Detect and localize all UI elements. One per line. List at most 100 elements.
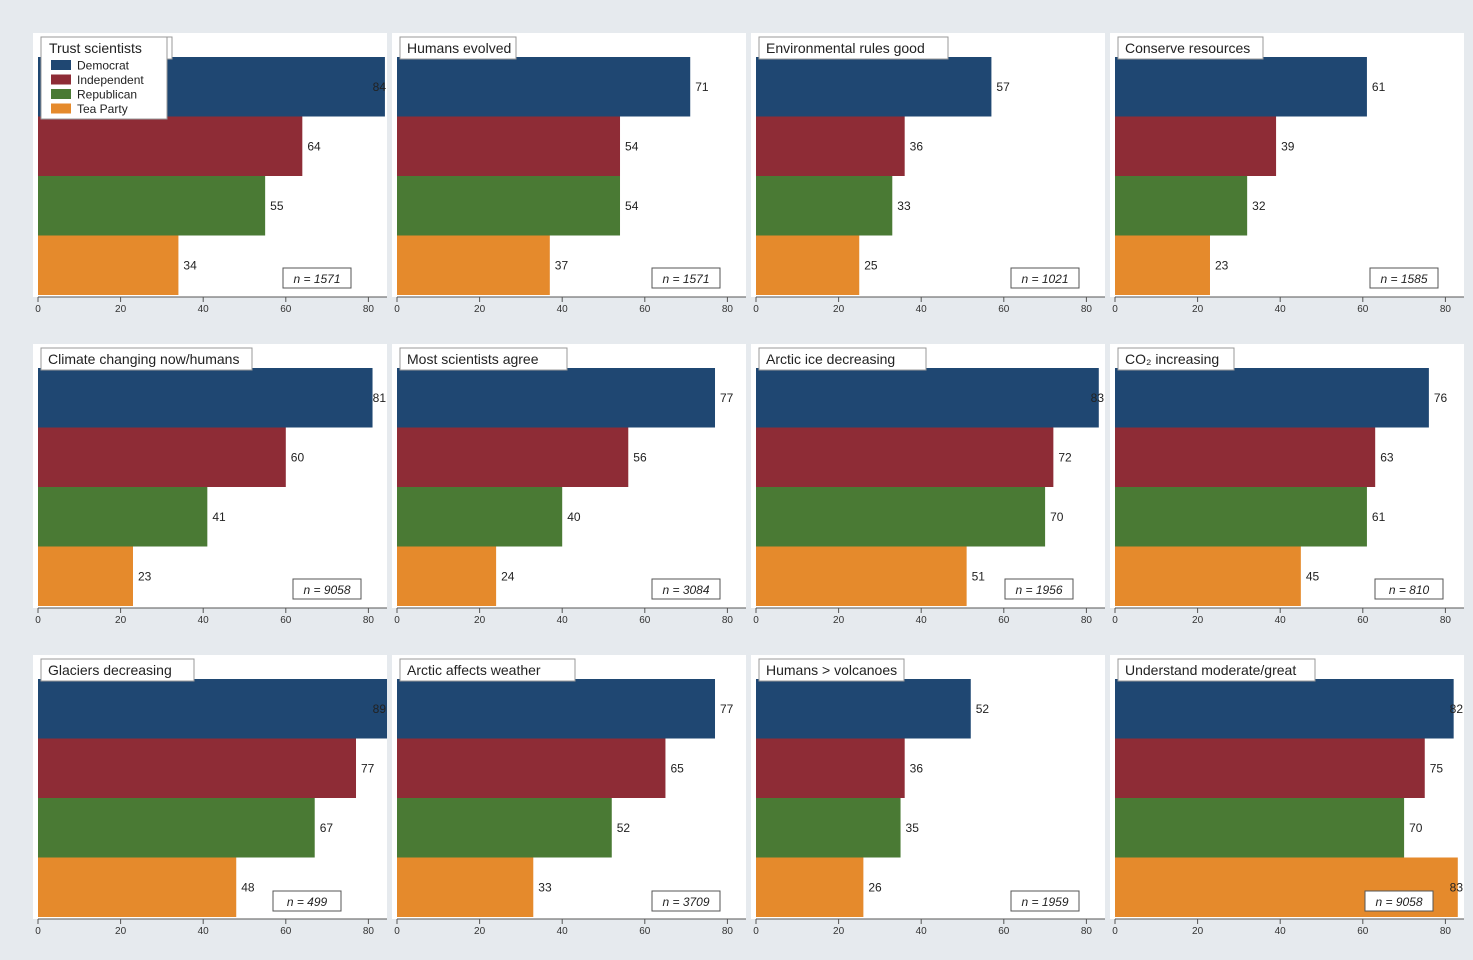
- legend-swatch: [51, 103, 71, 114]
- x-tick-label: 0: [753, 304, 759, 315]
- x-tick-label: 0: [753, 926, 759, 937]
- x-tick-label: 20: [474, 926, 486, 937]
- bar-independent: [756, 427, 1054, 487]
- data-label: 72: [1058, 450, 1072, 464]
- panel-title: Arctic ice decreasing: [766, 351, 895, 367]
- x-tick-label: 20: [833, 304, 845, 315]
- x-tick-label: 80: [722, 615, 734, 626]
- bar-tea-party: [38, 857, 237, 917]
- x-tick-label: 80: [363, 304, 375, 315]
- x-tick-label: 0: [394, 926, 400, 937]
- bar-republican: [397, 176, 621, 236]
- data-label: 41: [212, 510, 226, 524]
- x-tick-label: 20: [1192, 926, 1204, 937]
- panel-understand-moderate-great: 82 75 70 83 0 20 40 60 80 Understand moderate/gre…: [1110, 655, 1464, 937]
- n-label: n = 9058: [303, 583, 350, 597]
- n-label: n = 1571: [293, 272, 340, 286]
- x-tick-label: 60: [639, 304, 651, 315]
- n-box: [272, 890, 342, 912]
- legend-swatch: [51, 60, 71, 70]
- bar-independent: [38, 116, 303, 176]
- x-tick-label: 20: [833, 615, 845, 626]
- legend-label: Republican: [77, 88, 137, 102]
- data-label: 37: [555, 258, 569, 272]
- x-tick-label: 0: [1112, 926, 1118, 937]
- panel-title: Most scientists agree: [407, 351, 539, 367]
- n-label: n = 3084: [662, 583, 709, 597]
- x-tick-label: 40: [198, 926, 210, 937]
- n-label: n = 9058: [1375, 895, 1422, 909]
- data-label: 52: [617, 821, 631, 835]
- x-tick-label: 20: [1192, 615, 1204, 626]
- data-label: 23: [138, 569, 152, 583]
- data-label: 63: [1380, 450, 1394, 464]
- x-tick-label: 20: [115, 615, 127, 626]
- panel-title-box: [758, 36, 949, 60]
- n-box: [292, 578, 362, 600]
- bar-democrat: [756, 57, 992, 117]
- n-box: [651, 267, 721, 289]
- bar-tea-party: [756, 857, 864, 917]
- data-label: 51: [972, 569, 986, 583]
- x-tick-label: 20: [474, 615, 486, 626]
- data-label: 77: [720, 702, 734, 716]
- data-label: 25: [864, 258, 878, 272]
- panel-environmental-rules-good: 57 36 33 25 0 20 40 60 80 Environmental rules goo…: [751, 33, 1105, 315]
- x-tick-label: 20: [474, 304, 486, 315]
- x-tick-label: 80: [722, 304, 734, 315]
- bar-democrat: [1115, 679, 1454, 739]
- data-label: 83: [1091, 391, 1105, 405]
- bar-tea-party: [756, 546, 967, 606]
- data-label: 67: [320, 821, 334, 835]
- x-tick-label: 80: [1081, 926, 1093, 937]
- data-label: 81: [373, 391, 387, 405]
- data-label: 75: [1430, 761, 1444, 775]
- data-label: 54: [625, 139, 639, 153]
- x-tick-label: 0: [394, 615, 400, 626]
- x-tick-label: 0: [35, 615, 41, 626]
- bar-tea-party: [397, 857, 534, 917]
- x-tick-label: 60: [998, 304, 1010, 315]
- data-label: 64: [307, 139, 321, 153]
- panel-conserve-resources: 61 39 32 23 0 20 40 60 80 Conserve resources n = 1…: [1110, 33, 1464, 315]
- panel-humans-volcanoes: 52 36 35 26 0 20 40 60 80 Humans > volcanoes n = 1…: [751, 655, 1105, 937]
- bar-democrat: [1115, 57, 1367, 117]
- data-label: 23: [1215, 258, 1229, 272]
- data-label: 57: [996, 80, 1010, 94]
- bar-independent: [38, 738, 357, 798]
- x-tick-label: 40: [557, 926, 569, 937]
- n-label: n = 1585: [1380, 272, 1427, 286]
- bar-republican: [38, 176, 266, 236]
- data-label: 36: [910, 139, 924, 153]
- bar-independent: [397, 738, 666, 798]
- panel-title-box: [40, 658, 195, 682]
- panel-title: Humans evolved: [407, 40, 511, 56]
- x-tick-label: 60: [1357, 615, 1369, 626]
- data-label: 34: [183, 258, 197, 272]
- n-box: [1369, 267, 1439, 289]
- bar-tea-party: [397, 546, 497, 606]
- x-tick-label: 20: [1192, 304, 1204, 315]
- bar-republican: [397, 487, 563, 547]
- data-label: 36: [910, 761, 924, 775]
- data-label: 56: [633, 450, 647, 464]
- data-label: 26: [868, 880, 882, 894]
- data-label: 35: [906, 821, 920, 835]
- data-label: 61: [1372, 80, 1386, 94]
- x-tick-label: 40: [198, 615, 210, 626]
- data-label: 77: [361, 761, 375, 775]
- data-label: 83: [1450, 880, 1464, 894]
- n-label: n = 810: [1389, 583, 1430, 597]
- bar-republican: [38, 798, 315, 858]
- data-label: 84: [373, 80, 387, 94]
- panel-trust-scientists: 84 64 55 34 0 20 40 60 80 Trust scientists n = 157…: [33, 33, 387, 315]
- x-tick-label: 80: [363, 615, 375, 626]
- panel-title-box: [1117, 36, 1264, 60]
- n-label: n = 3709: [662, 895, 709, 909]
- x-tick-label: 0: [394, 304, 400, 315]
- panel-title: Environmental rules good: [766, 40, 925, 56]
- legend-title: Trust scientists: [49, 40, 142, 56]
- data-label: 40: [567, 510, 581, 524]
- x-tick-label: 40: [198, 304, 210, 315]
